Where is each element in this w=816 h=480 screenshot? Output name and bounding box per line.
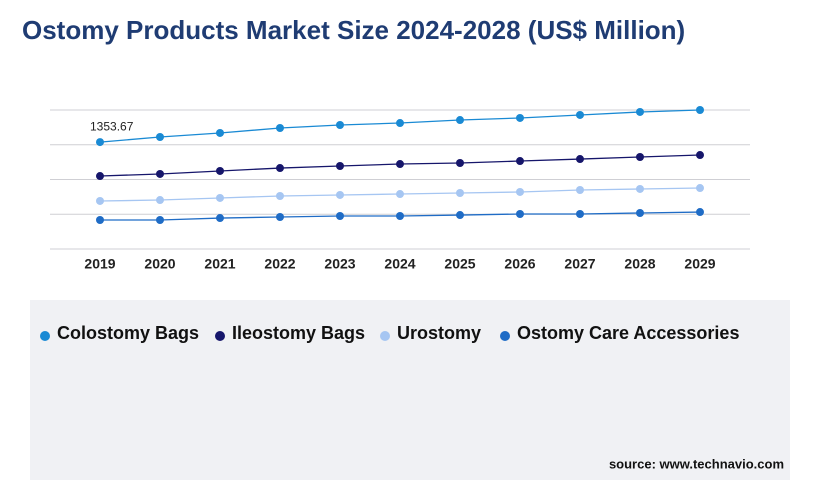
point bbox=[276, 164, 284, 173]
point bbox=[636, 107, 644, 116]
point bbox=[216, 214, 224, 223]
legend-marker bbox=[40, 331, 50, 341]
point bbox=[516, 113, 524, 122]
x-tick-label: 2026 bbox=[504, 256, 535, 272]
point bbox=[336, 190, 344, 199]
x-tick-label: 2022 bbox=[264, 256, 295, 272]
point bbox=[576, 110, 584, 119]
x-tick-label: 2024 bbox=[384, 256, 415, 272]
legend-marker bbox=[380, 331, 390, 341]
x-tick-label: 2027 bbox=[564, 256, 595, 272]
point bbox=[396, 211, 404, 220]
point bbox=[636, 152, 644, 161]
x-tick-label: 2025 bbox=[444, 256, 475, 272]
point bbox=[576, 210, 584, 219]
point bbox=[156, 169, 164, 178]
legend-panel bbox=[30, 300, 790, 480]
point bbox=[456, 158, 464, 167]
point bbox=[696, 208, 704, 217]
chart-title: Ostomy Products Market Size 2024-2028 (U… bbox=[22, 15, 685, 45]
point bbox=[216, 166, 224, 175]
point bbox=[96, 172, 104, 181]
x-tick-label: 2020 bbox=[144, 256, 175, 272]
point bbox=[96, 138, 104, 147]
point bbox=[96, 196, 104, 205]
point bbox=[336, 121, 344, 130]
x-tick-label: 2019 bbox=[84, 256, 115, 272]
point bbox=[516, 187, 524, 196]
point bbox=[576, 186, 584, 195]
source: source: www.technavio.com bbox=[609, 456, 784, 471]
point bbox=[216, 128, 224, 137]
point bbox=[336, 161, 344, 170]
legend-marker bbox=[500, 331, 510, 341]
x-tick-label: 2023 bbox=[324, 256, 355, 272]
x-tick-label: 2021 bbox=[204, 256, 235, 272]
point bbox=[276, 192, 284, 201]
point bbox=[576, 155, 584, 164]
point bbox=[456, 211, 464, 220]
point bbox=[156, 196, 164, 205]
point bbox=[696, 184, 704, 193]
legend-label: Ileostomy Bags bbox=[232, 323, 365, 343]
point bbox=[156, 133, 164, 142]
point bbox=[636, 184, 644, 193]
point bbox=[516, 157, 524, 166]
x-tick-label: 2029 bbox=[684, 256, 715, 272]
value-label: 1353.67 bbox=[90, 119, 134, 133]
point bbox=[96, 216, 104, 225]
legend-marker bbox=[215, 331, 225, 341]
point bbox=[336, 211, 344, 220]
point bbox=[696, 106, 704, 114]
point bbox=[396, 190, 404, 199]
x-tick-label: 2028 bbox=[624, 256, 655, 272]
point bbox=[216, 193, 224, 202]
point bbox=[396, 160, 404, 169]
legend-label: Ostomy Care Accessories bbox=[517, 323, 739, 343]
point bbox=[276, 213, 284, 222]
legend-label: Colostomy Bags bbox=[57, 323, 199, 343]
point bbox=[456, 116, 464, 125]
point bbox=[696, 151, 704, 160]
point bbox=[156, 216, 164, 225]
point bbox=[636, 208, 644, 217]
point bbox=[456, 189, 464, 198]
point bbox=[276, 124, 284, 133]
legend-label: Urostomy bbox=[397, 323, 481, 343]
point bbox=[396, 119, 404, 128]
point bbox=[516, 210, 524, 219]
